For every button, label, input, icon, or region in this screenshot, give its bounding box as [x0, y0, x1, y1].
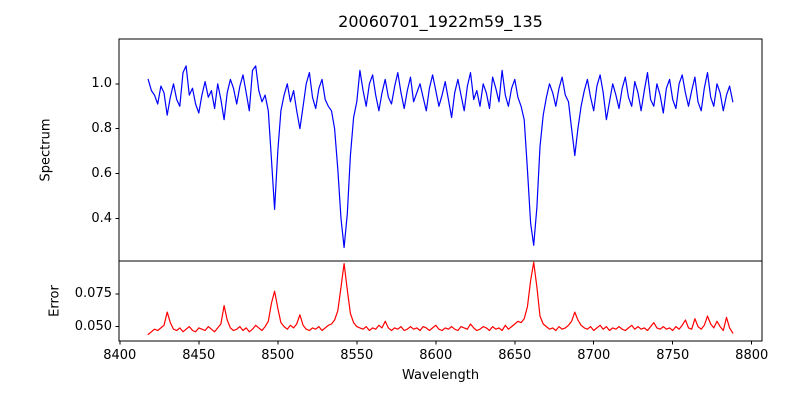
- spectrum-y-tick-label: 0.8: [91, 121, 112, 137]
- x-tick-label: 8750: [656, 348, 690, 363]
- x-tick-label: 8500: [261, 348, 295, 363]
- x-tick-label: 8650: [498, 348, 532, 363]
- error-y-tick-label: 0.050: [74, 319, 112, 335]
- x-tick-label: 8800: [735, 348, 769, 363]
- error-y-tick-label: 0.075: [74, 286, 112, 302]
- x-axis-label: Wavelength: [401, 368, 480, 383]
- x-tick-label: 8450: [182, 348, 216, 363]
- x-tick-label: 8700: [577, 348, 611, 363]
- error-axes: [118, 260, 763, 342]
- x-tick-label: 8600: [419, 348, 453, 363]
- spectrum-axes: [118, 38, 763, 262]
- error-line: [147, 261, 734, 335]
- spectrum-y-tick-label: 0.6: [91, 166, 112, 182]
- chart-title: 20060701_1922m59_135: [338, 12, 543, 31]
- spectrum-y-tick-label: 0.4: [91, 210, 112, 226]
- x-tick-label: 8400: [103, 348, 137, 363]
- spectrum-y-tick-label: 1.0: [91, 76, 112, 92]
- spectrum-line: [147, 65, 734, 249]
- x-tick-label: 8550: [340, 348, 374, 363]
